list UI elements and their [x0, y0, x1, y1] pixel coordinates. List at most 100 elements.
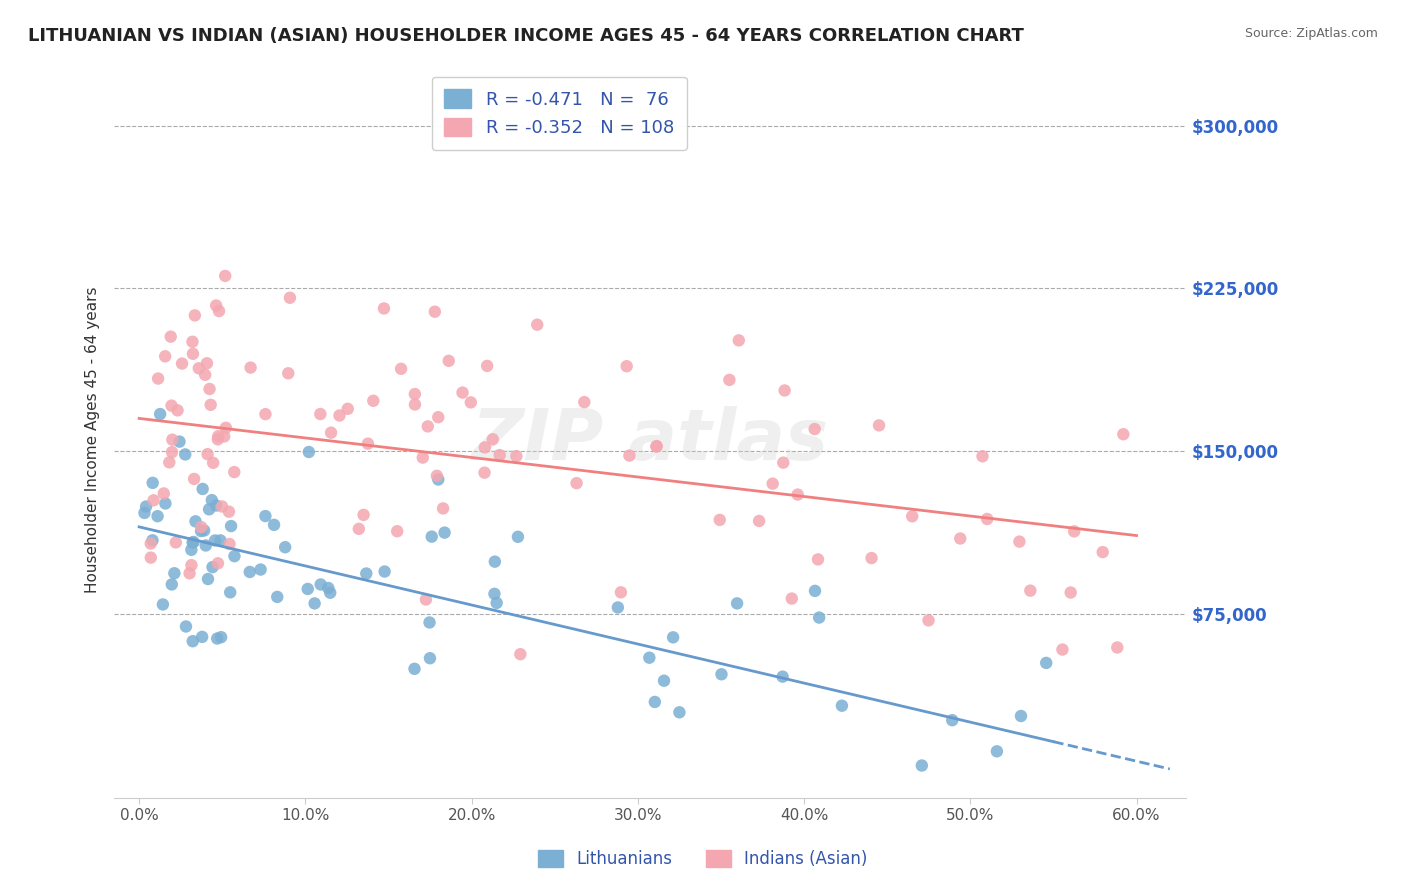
Point — [328, 409, 350, 423]
Point — [146, 509, 169, 524]
Point — [804, 583, 827, 598]
Point — [426, 468, 449, 483]
Point — [207, 429, 229, 443]
Point — [353, 508, 375, 522]
Point — [901, 509, 924, 524]
Point — [565, 476, 588, 491]
Point — [1063, 524, 1085, 539]
Point — [976, 512, 998, 526]
Point — [209, 630, 232, 644]
Point — [298, 445, 321, 459]
Point — [1019, 583, 1042, 598]
Point — [986, 744, 1008, 758]
Point — [644, 695, 666, 709]
Point — [949, 532, 972, 546]
Point — [505, 449, 527, 463]
Text: ZIP atlas: ZIP atlas — [472, 406, 830, 475]
Point — [205, 499, 228, 513]
Point — [205, 299, 228, 313]
Point — [1035, 656, 1057, 670]
Y-axis label: Householder Income Ages 45 - 64 years: Householder Income Ages 45 - 64 years — [86, 287, 100, 593]
Point — [652, 673, 675, 688]
Point — [423, 304, 446, 318]
Point — [336, 401, 359, 416]
Point — [174, 619, 197, 633]
Point — [202, 456, 225, 470]
Point — [373, 301, 395, 316]
Point — [868, 418, 890, 433]
Point — [254, 407, 277, 421]
Point — [214, 268, 236, 283]
Point — [831, 698, 853, 713]
Point — [209, 533, 232, 548]
Point — [181, 347, 204, 361]
Point — [419, 615, 441, 630]
Point — [184, 309, 207, 323]
Point — [772, 670, 794, 684]
Point — [142, 493, 165, 508]
Point — [157, 455, 180, 469]
Point — [485, 596, 508, 610]
Point — [152, 486, 174, 500]
Point — [1107, 640, 1129, 655]
Point — [160, 445, 183, 459]
Point — [181, 634, 204, 648]
Point — [606, 600, 628, 615]
Point — [219, 585, 242, 599]
Point — [218, 505, 240, 519]
Point — [506, 530, 529, 544]
Point — [174, 447, 197, 461]
Point — [481, 432, 503, 446]
Point — [224, 465, 246, 479]
Point — [773, 384, 796, 398]
Point — [142, 475, 165, 490]
Point — [197, 572, 219, 586]
Point — [780, 591, 803, 606]
Point — [181, 535, 204, 549]
Legend: Lithuanians, Indians (Asian): Lithuanians, Indians (Asian) — [531, 843, 875, 875]
Point — [277, 366, 299, 380]
Point — [432, 501, 454, 516]
Point — [160, 399, 183, 413]
Point — [212, 429, 235, 443]
Point — [207, 433, 229, 447]
Point — [484, 587, 506, 601]
Point — [191, 630, 214, 644]
Point — [205, 632, 228, 646]
Point — [190, 524, 212, 538]
Point — [645, 440, 668, 454]
Point — [195, 356, 218, 370]
Point — [197, 447, 219, 461]
Point — [166, 403, 188, 417]
Point — [412, 450, 434, 465]
Point — [149, 407, 172, 421]
Point — [239, 360, 262, 375]
Point — [198, 382, 221, 396]
Point — [385, 524, 408, 539]
Point — [297, 582, 319, 596]
Point — [183, 472, 205, 486]
Point — [941, 713, 963, 727]
Point — [437, 354, 460, 368]
Point — [638, 650, 661, 665]
Point — [1112, 427, 1135, 442]
Point — [208, 304, 231, 318]
Point — [662, 631, 685, 645]
Point — [187, 361, 209, 376]
Point — [266, 590, 288, 604]
Point — [460, 395, 482, 409]
Point — [668, 706, 690, 720]
Point — [135, 500, 157, 514]
Point — [725, 596, 748, 610]
Point — [807, 552, 830, 566]
Point — [860, 551, 883, 566]
Point — [616, 359, 638, 374]
Point — [786, 487, 808, 501]
Point — [1008, 534, 1031, 549]
Point — [211, 500, 233, 514]
Point — [356, 566, 378, 581]
Point — [160, 577, 183, 591]
Point — [1060, 585, 1083, 599]
Point — [415, 592, 437, 607]
Point — [194, 368, 217, 382]
